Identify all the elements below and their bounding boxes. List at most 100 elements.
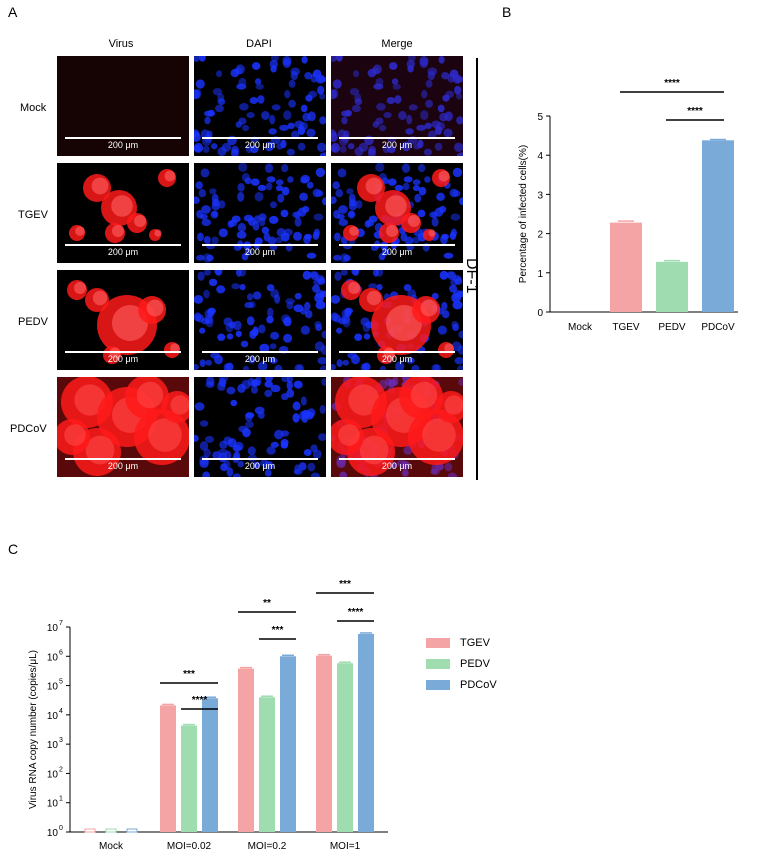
- micrograph-pedv-dapi: 200 μm: [194, 270, 326, 370]
- scale-bar: [65, 244, 181, 246]
- micrograph-tgev-dapi: 200 μm: [194, 163, 326, 263]
- scale-bar-label: 200 μm: [107, 354, 139, 364]
- y-axis-label: Virus RNA copy number (copies/μL): [28, 650, 39, 809]
- legend-swatch: [426, 637, 450, 648]
- y-tick-exponent: 4: [59, 708, 63, 715]
- significance-label: ***: [339, 579, 351, 590]
- micrograph-pedv-virus: 200 μm: [57, 270, 189, 370]
- bar-pedv: [656, 261, 688, 312]
- micrograph-pdcov-virus: 200 μm: [57, 377, 189, 477]
- y-tick-exponent: 3: [59, 737, 63, 744]
- scale-bar: [202, 458, 318, 460]
- panel-label-c: C: [8, 541, 19, 557]
- x-tick-label: TGEV: [612, 322, 640, 333]
- scale-bar-label: 200 μm: [107, 247, 139, 257]
- bar-tgev: [238, 668, 254, 832]
- significance-label: ****: [664, 78, 680, 89]
- y-tick-exponent: 2: [59, 766, 63, 773]
- scale-bar-label: 200 μm: [244, 140, 276, 150]
- y-tick-label: 10: [47, 828, 59, 839]
- significance-label: ****: [687, 106, 703, 117]
- scale-bar: [339, 351, 455, 353]
- scale-bar: [65, 458, 181, 460]
- legend-item-pdcov: PDCoV: [426, 674, 497, 695]
- bar-pdcov: [280, 656, 296, 832]
- bar-tgev: [610, 222, 642, 312]
- legend-label: PEDV: [460, 657, 490, 670]
- row-label-pedv: PEDV: [18, 316, 48, 328]
- bar-pdcov: [202, 698, 218, 832]
- y-tick-exponent: 0: [59, 825, 63, 832]
- legend: TGEV PEDV PDCoV: [426, 632, 497, 695]
- micrograph-tgev-merge: 200 μm: [331, 163, 463, 263]
- significance-label: ***: [183, 669, 195, 680]
- bar-pedv: [337, 663, 353, 832]
- x-tick-label: MOI=0.02: [167, 841, 212, 852]
- scale-bar-label: 200 μm: [244, 247, 276, 257]
- legend-swatch: [426, 679, 450, 690]
- y-tick-label: 10: [47, 623, 59, 634]
- scale-bar-label: 200 μm: [244, 461, 276, 471]
- scale-bar-label: 200 μm: [381, 247, 413, 257]
- row-label-mock: Mock: [20, 102, 47, 114]
- micrograph-mock-dapi: 200 μm: [194, 56, 326, 156]
- y-tick-label: 10: [47, 682, 59, 693]
- scale-bar: [339, 137, 455, 139]
- scale-bar: [339, 244, 455, 246]
- x-tick-label: MOI=0.2: [248, 841, 287, 852]
- y-tick-label: 10: [47, 769, 59, 780]
- y-axis-label: Percentage of infected cells(%): [518, 145, 529, 283]
- bar-tgev: [84, 828, 96, 833]
- scale-bar-label: 200 μm: [381, 140, 413, 150]
- x-tick-label: Mock: [99, 841, 124, 852]
- y-tick-label: 10: [47, 652, 59, 663]
- legend-swatch: [426, 658, 450, 669]
- significance-label: ***: [272, 625, 284, 636]
- y-tick-exponent: 6: [59, 649, 63, 656]
- y-tick-label: 10: [47, 799, 59, 810]
- cell-line-bracket: [476, 58, 478, 480]
- y-tick-label: 3: [537, 190, 543, 201]
- micrograph-mock-virus: 200 μm: [57, 56, 189, 156]
- bar-pedv: [105, 828, 117, 833]
- bar-tgev: [316, 655, 332, 832]
- scale-bar: [202, 137, 318, 139]
- y-tick-label: 0: [537, 308, 543, 319]
- bar-pdcov: [358, 633, 374, 832]
- significance-label: ****: [348, 607, 364, 618]
- x-tick-label: Mock: [568, 322, 593, 333]
- y-tick-label: 10: [47, 740, 59, 751]
- legend-label: PDCoV: [460, 678, 497, 691]
- micrograph-pedv-merge: 200 μm: [331, 270, 463, 370]
- y-tick-label: 10: [47, 711, 59, 722]
- micrograph-mock-merge: 200 μm: [331, 56, 463, 156]
- panel-label-b: B: [502, 4, 512, 20]
- x-tick-label: PDCoV: [701, 322, 735, 333]
- scale-bar-label: 200 μm: [381, 354, 413, 364]
- scale-bar: [65, 137, 181, 139]
- cell-line-label: DF-1: [463, 258, 480, 294]
- y-tick-label: 5: [537, 112, 543, 123]
- significance-label: **: [263, 598, 271, 609]
- micrograph-pdcov-dapi: 200 μm: [194, 377, 326, 477]
- significance-label: ****: [192, 695, 208, 706]
- scale-bar: [65, 351, 181, 353]
- column-header-virus: Virus: [108, 38, 134, 50]
- scale-bar-label: 200 μm: [244, 354, 276, 364]
- scale-bar-label: 200 μm: [107, 140, 139, 150]
- column-header-merge: Merge: [381, 38, 413, 50]
- panel-label-a: A: [8, 4, 18, 20]
- y-tick-exponent: 5: [59, 679, 63, 686]
- micrograph-tgev-virus: 200 μm: [57, 163, 189, 263]
- x-tick-label: MOI=1: [330, 841, 361, 852]
- scale-bar: [202, 351, 318, 353]
- y-tick-label: 4: [537, 151, 543, 162]
- y-tick-label: 2: [537, 230, 543, 241]
- x-tick-label: PEDV: [658, 322, 686, 333]
- legend-label: TGEV: [460, 636, 490, 649]
- bar-pedv: [181, 725, 197, 832]
- bar-tgev: [160, 705, 176, 832]
- y-tick-label: 1: [537, 269, 543, 280]
- bar-pdcov: [126, 828, 138, 833]
